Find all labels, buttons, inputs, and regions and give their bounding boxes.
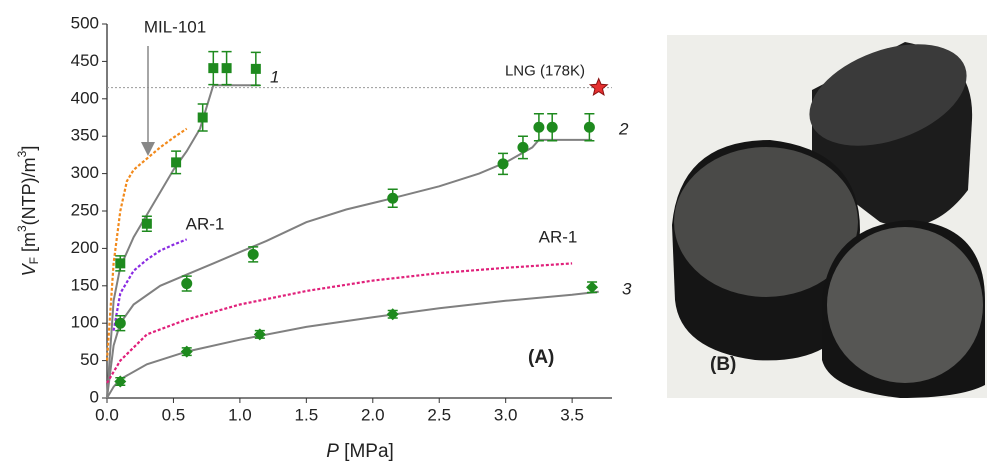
fit-line bbox=[106, 290, 599, 399]
marker bbox=[247, 248, 259, 260]
fit-line bbox=[106, 138, 593, 399]
x-tick-label: 1.5 bbox=[295, 405, 319, 424]
series-label: 1 bbox=[270, 67, 279, 86]
y-tick-label: 250 bbox=[71, 200, 99, 219]
star-marker bbox=[588, 77, 609, 96]
x-tick-label: 0.0 bbox=[95, 405, 119, 424]
panel-label: (B) bbox=[710, 354, 736, 375]
y-tick-label: 350 bbox=[71, 126, 99, 145]
marker bbox=[141, 218, 152, 229]
reference-label: LNG (178K) bbox=[505, 63, 585, 80]
y-tick-label: 450 bbox=[71, 51, 99, 70]
x-tick-label: 2.0 bbox=[361, 405, 385, 424]
marker bbox=[386, 308, 399, 321]
marker bbox=[387, 192, 399, 204]
x-tick-label: 3.0 bbox=[494, 405, 518, 424]
series-label: 2 bbox=[618, 119, 629, 138]
marker bbox=[181, 278, 193, 290]
x-tick-label: 3.5 bbox=[560, 405, 584, 424]
y-tick-label: 0 bbox=[90, 387, 99, 406]
marker bbox=[517, 141, 529, 153]
y-tick-label: 50 bbox=[80, 350, 99, 369]
series-label: 3 bbox=[622, 279, 632, 298]
y-axis-label: VF [m3(NTP)/m3] bbox=[15, 146, 41, 277]
marker bbox=[221, 63, 232, 74]
marker bbox=[208, 63, 219, 74]
y-tick-label: 400 bbox=[71, 88, 99, 107]
fit-line bbox=[106, 262, 573, 384]
marker bbox=[114, 375, 127, 388]
marker bbox=[533, 121, 545, 133]
x-tick-label: 0.5 bbox=[162, 405, 186, 424]
marker bbox=[115, 258, 126, 269]
y-tick-label: 150 bbox=[71, 275, 99, 294]
line-label: MIL-101 bbox=[144, 17, 206, 36]
panel-label: (A) bbox=[528, 347, 554, 368]
marker bbox=[497, 158, 509, 170]
x-tick-label: 1.0 bbox=[228, 405, 252, 424]
y-tick-label: 100 bbox=[71, 313, 99, 332]
marker bbox=[250, 63, 261, 74]
line-label: AR-1 bbox=[186, 214, 225, 233]
fit-line bbox=[105, 127, 188, 361]
marker bbox=[197, 112, 208, 123]
y-tick-label: 200 bbox=[71, 238, 99, 257]
line-label: AR-1 bbox=[539, 227, 578, 246]
marker bbox=[583, 121, 595, 133]
marker bbox=[171, 157, 182, 168]
fit-line bbox=[112, 238, 188, 331]
x-tick-label: 2.5 bbox=[427, 405, 451, 424]
arrow-head bbox=[141, 142, 155, 156]
y-tick-label: 300 bbox=[71, 163, 99, 182]
marker bbox=[253, 328, 266, 341]
marker bbox=[114, 317, 126, 329]
photo bbox=[667, 35, 987, 398]
marker bbox=[180, 345, 193, 358]
x-axis-label: P [MPa] bbox=[326, 441, 394, 462]
marker bbox=[546, 121, 558, 133]
marker bbox=[586, 281, 599, 294]
y-tick-label: 500 bbox=[71, 13, 99, 32]
